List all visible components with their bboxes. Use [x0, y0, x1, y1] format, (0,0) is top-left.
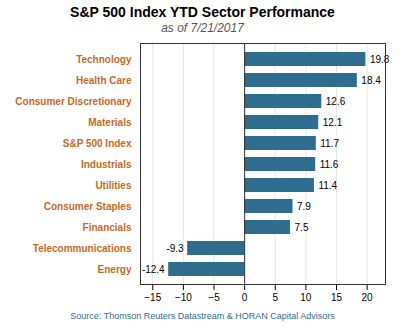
- svg-text:12.1: 12.1: [323, 117, 343, 128]
- svg-text:Consumer Staples: Consumer Staples: [44, 201, 132, 212]
- svg-text:7.5: 7.5: [295, 222, 309, 233]
- svg-text:-12.4: -12.4: [142, 264, 165, 275]
- svg-text:10: 10: [300, 292, 312, 303]
- svg-text:S&P 500 Index: S&P 500 Index: [63, 138, 132, 149]
- html-text:S&P 500 Index YTD Sector Perfo: S&P 500 Index YTD Sector Performance: [70, 4, 335, 20]
- svg-text:20: 20: [362, 292, 374, 303]
- svg-text:Utilities: Utilities: [95, 180, 132, 191]
- svg-text:15: 15: [331, 292, 343, 303]
- svg-text:Technology: Technology: [76, 54, 132, 65]
- svg-text:−5: −5: [208, 292, 220, 303]
- svg-text:0: 0: [242, 292, 248, 303]
- svg-text:11.6: 11.6: [320, 159, 339, 170]
- svg-text:−10: −10: [175, 292, 192, 303]
- svg-text:Telecommunications: Telecommunications: [33, 243, 132, 254]
- svg-text:5: 5: [272, 292, 278, 303]
- svg-text:11.7: 11.7: [320, 138, 339, 149]
- svg-text:Consumer Discretionary: Consumer Discretionary: [15, 96, 132, 107]
- svg-text:11.4: 11.4: [318, 180, 337, 191]
- svg-text:19.8: 19.8: [370, 54, 390, 65]
- svg-text:Health Care: Health Care: [76, 75, 132, 86]
- html-text:Source: Thomson Reuters Datast: Source: Thomson Reuters Datastream & HOR…: [70, 311, 335, 321]
- svg-text:-9.3: -9.3: [166, 243, 184, 254]
- html-text:as of 7/21/2017: as of 7/21/2017: [161, 21, 244, 35]
- svg-text:Materials: Materials: [88, 117, 132, 128]
- svg-text:18.4: 18.4: [361, 75, 381, 86]
- svg-text:−15: −15: [144, 292, 161, 303]
- svg-text:Energy: Energy: [98, 264, 132, 275]
- svg-text:12.6: 12.6: [326, 96, 346, 107]
- svg-text:Industrials: Industrials: [81, 159, 132, 170]
- svg-text:Financials: Financials: [83, 222, 132, 233]
- svg-text:7.9: 7.9: [297, 201, 311, 212]
